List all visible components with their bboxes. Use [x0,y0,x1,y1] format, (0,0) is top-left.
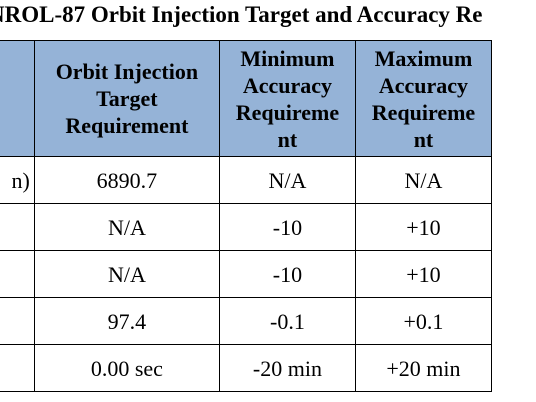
header-max-line-1: Maximum [374,45,473,71]
header-parameter [0,40,35,157]
cell-maximum: +10 [354,250,493,298]
header-max-line-3: Requireme [371,99,476,125]
cell-maximum: +10 [354,203,493,251]
cell-parameter [0,203,35,251]
header-target-line-2: Target [96,86,158,111]
header-max-line-4: nt [413,126,434,152]
header-min-line-2: Accuracy [242,72,333,98]
header-min-line-3: Requireme [235,99,340,125]
cell-target: N/A [33,250,220,298]
cell-maximum: +0.1 [354,297,493,345]
cell-parameter [0,344,35,392]
header-target-line-1: Orbit Injection [55,59,199,84]
header-target-line-3: Requirement [65,113,189,138]
table-header-row: Orbit Injection Target Requirement Minim… [0,40,493,157]
table-row: 0.00 sec -20 min +20 min [0,344,493,392]
cell-parameter [0,297,35,345]
header-min-line-1: Minimum [240,45,335,71]
cell-minimum: -0.1 [218,297,356,345]
table-row: 97.4 -0.1 +0.1 [0,297,493,345]
cell-target: 6890.7 [33,156,220,204]
header-min-line-4: nt [277,126,298,152]
table-row: N/A -10 +10 [0,203,493,251]
cell-parameter: n) [0,156,35,204]
table-row: n) 6890.7 N/A N/A [0,156,493,204]
cell-minimum: -10 [218,203,356,251]
cell-minimum: -20 min [218,344,356,392]
cell-parameter [0,250,35,298]
orbit-accuracy-table: Orbit Injection Target Requirement Minim… [0,40,493,392]
cell-target: 0.00 sec [33,344,220,392]
cell-minimum: -10 [218,250,356,298]
cell-target: N/A [33,203,220,251]
header-max-line-2: Accuracy [378,72,469,98]
header-maximum-accuracy: Maximum Accuracy Requireme nt [354,40,493,157]
header-minimum-accuracy: Minimum Accuracy Requireme nt [218,40,356,157]
cell-maximum: N/A [354,156,493,204]
cell-maximum: +20 min [354,344,493,392]
cell-target: 97.4 [33,297,220,345]
cell-minimum: N/A [218,156,356,204]
table-row: N/A -10 +10 [0,250,493,298]
header-target-requirement: Orbit Injection Target Requirement [33,40,220,157]
table-title: NROL-87 Orbit Injection Target and Accur… [0,2,483,27]
